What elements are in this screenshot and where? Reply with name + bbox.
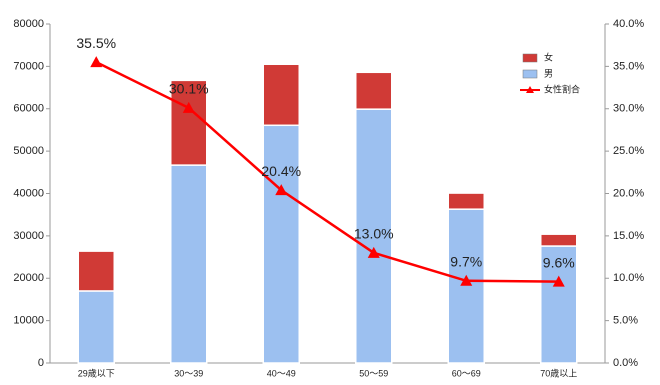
bar-segment <box>540 233 578 247</box>
legend-swatch <box>522 69 538 79</box>
y2-tick-label: 20.0% <box>613 187 644 199</box>
y2-tick-label: 10.0% <box>613 272 644 284</box>
line-marker <box>367 246 380 258</box>
y-tick-label: 0 <box>38 357 44 369</box>
bar-segment <box>447 208 485 364</box>
y-tick-label: 50000 <box>13 145 44 157</box>
x-tick-label: 30～39 <box>174 368 203 378</box>
line-marker <box>460 274 473 286</box>
legend-label: 男 <box>544 68 553 78</box>
y-tick-label: 40000 <box>13 187 44 199</box>
x-tick-label: 29歳以下 <box>78 367 115 378</box>
y2-tick-label: 35.0% <box>613 60 644 72</box>
bar-segment <box>77 290 115 364</box>
x-tick-label: 50～59 <box>359 368 388 378</box>
y-tick-label: 30000 <box>13 230 44 242</box>
y2-tick-label: 40.0% <box>613 18 644 30</box>
bar-segment <box>355 71 393 110</box>
bar-segment <box>262 63 300 127</box>
bar-segment <box>170 164 208 364</box>
legend-swatch <box>522 53 538 63</box>
data-label: 9.7% <box>450 253 482 269</box>
y-tick-label: 60000 <box>13 103 44 115</box>
legend-label: 女性割合 <box>544 83 580 94</box>
line-marker <box>90 56 103 68</box>
legend-marker <box>526 86 534 93</box>
y2-tick-label: 15.0% <box>613 230 644 242</box>
y2-tick-label: 5.0% <box>613 315 638 327</box>
x-tick-label: 70歳以上 <box>540 367 577 378</box>
data-label: 13.0% <box>354 226 394 242</box>
line-marker <box>552 275 565 287</box>
line-marker <box>182 101 195 113</box>
y2-tick-label: 0.0% <box>613 357 638 369</box>
x-tick-label: 60～69 <box>452 368 481 378</box>
y-tick-label: 10000 <box>13 315 44 327</box>
data-label: 9.6% <box>543 254 575 270</box>
x-tick-label: 40～49 <box>267 368 296 378</box>
data-label: 20.4% <box>261 163 301 179</box>
bar-segment <box>262 124 300 364</box>
y-tick-label: 70000 <box>13 60 44 72</box>
line <box>95 61 559 283</box>
legend-label: 女 <box>544 51 553 62</box>
bar-segment <box>77 250 115 292</box>
data-label: 35.5% <box>76 35 116 51</box>
y2-tick-label: 30.0% <box>613 103 644 115</box>
bar-segment <box>355 108 393 364</box>
line-marker <box>275 184 288 196</box>
bar-segment <box>447 192 485 210</box>
y2-tick-label: 25.0% <box>613 145 644 157</box>
y-tick-label: 20000 <box>13 272 44 284</box>
y-tick-label: 80000 <box>13 18 44 30</box>
data-label: 30.1% <box>169 81 209 97</box>
